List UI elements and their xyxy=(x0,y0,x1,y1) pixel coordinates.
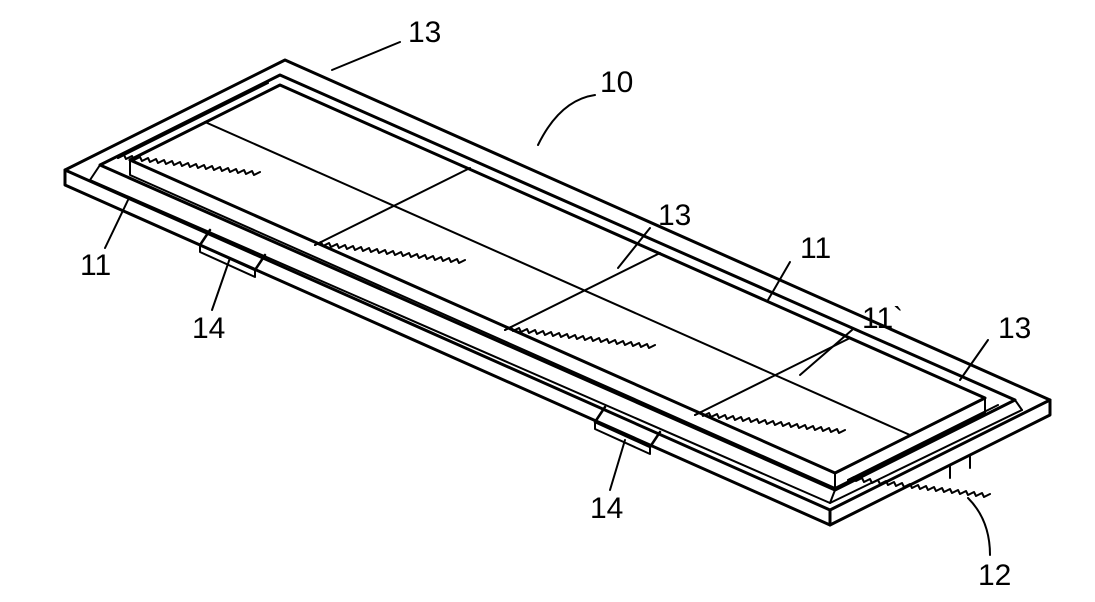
label-14b: 14 xyxy=(590,492,623,525)
label-14a: 14 xyxy=(192,312,225,345)
label-10: 10 xyxy=(600,66,633,99)
label-11a: 11 xyxy=(80,249,111,282)
label-13b: 13 xyxy=(658,199,691,232)
label-11c: 11` xyxy=(862,302,903,335)
label-13a: 13 xyxy=(408,16,441,49)
label-13c: 13 xyxy=(998,312,1031,345)
label-11b: 11 xyxy=(800,232,831,265)
patent-figure: 10 13 11 14 13 11 11` 13 14 12 xyxy=(0,0,1095,602)
label-12: 12 xyxy=(978,559,1011,592)
